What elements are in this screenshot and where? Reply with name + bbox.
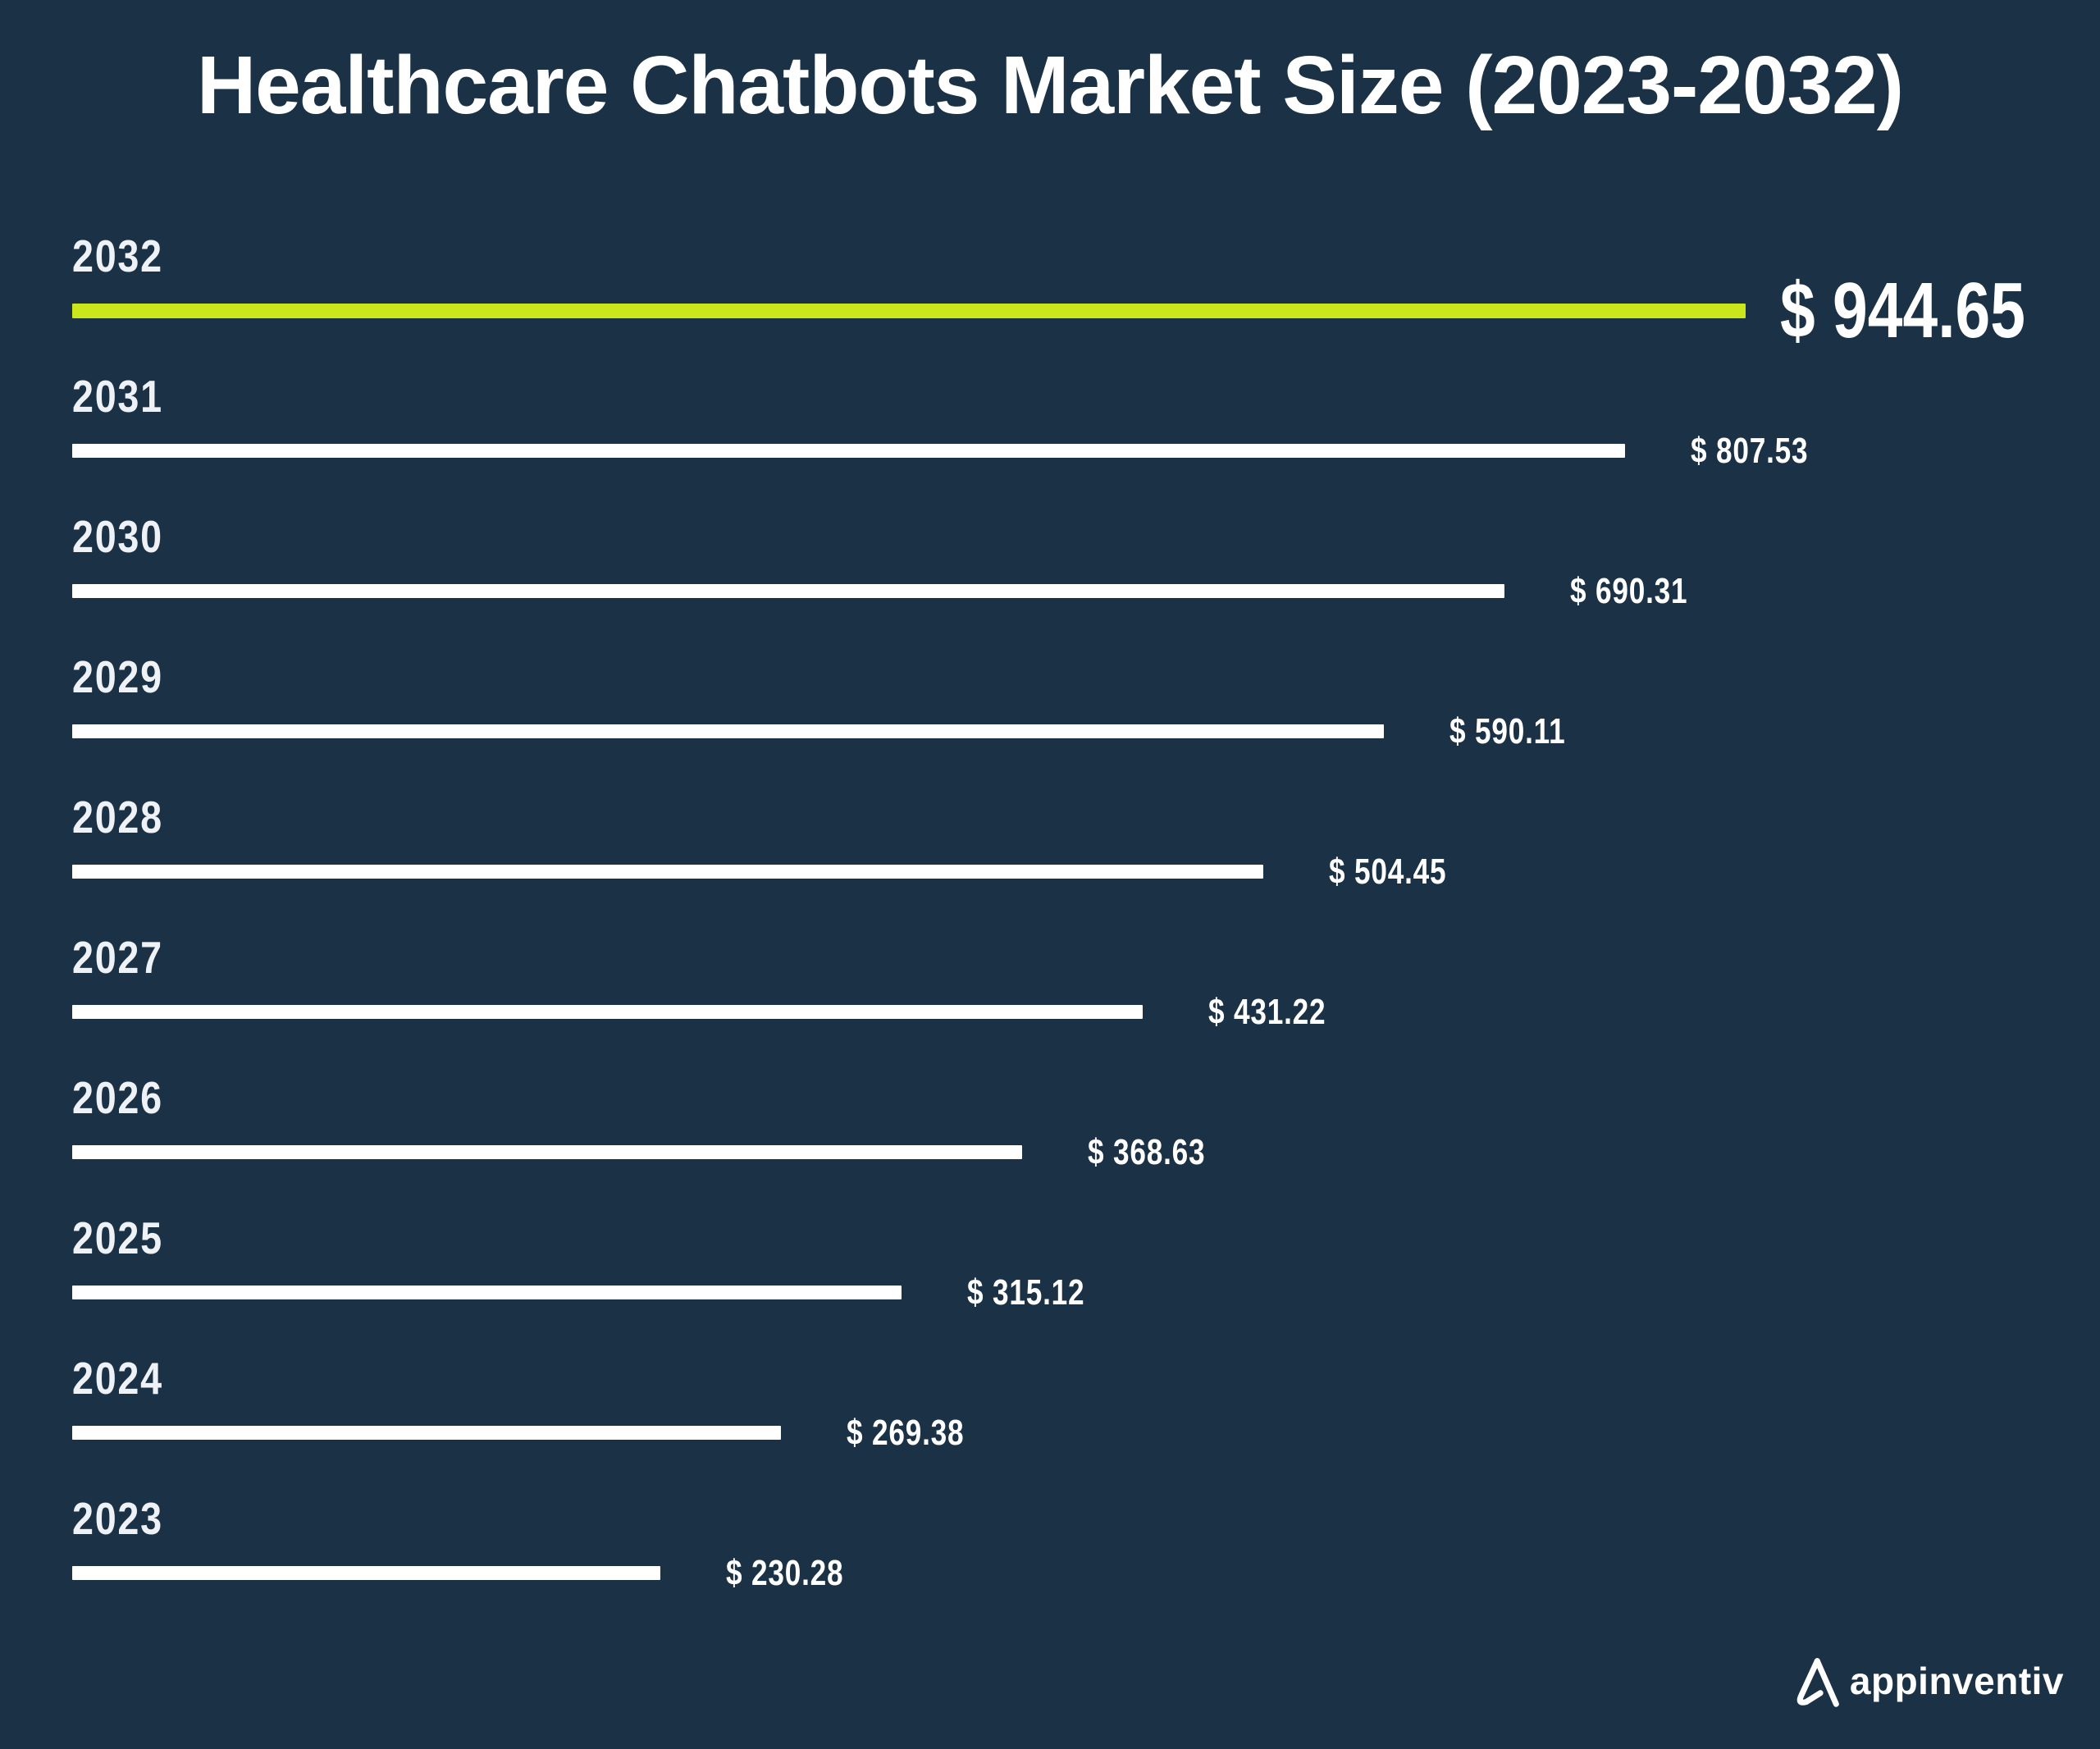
chart-row-2023: 2023 $ 230.28 — [72, 1496, 2100, 1636]
bar-2023 — [72, 1566, 660, 1580]
year-label-2029: 2029 — [72, 651, 163, 702]
bar-2024 — [72, 1426, 781, 1440]
year-label-2030: 2030 — [72, 511, 163, 562]
bar-2025 — [72, 1285, 902, 1299]
value-label-2024: $ 269.38 — [847, 1413, 965, 1453]
value-label-2025: $ 315.12 — [967, 1272, 1085, 1313]
bar-line-2031: $ 807.53 — [72, 431, 2100, 471]
bar-2027 — [72, 1005, 1143, 1019]
chart-row-2030: 2030 $ 690.31 — [72, 514, 2100, 654]
year-label-2028: 2028 — [72, 792, 163, 843]
chart-row-2025: 2025 $ 315.12 — [72, 1215, 2100, 1355]
bar-chart: 2032 $ 944.65 2031 $ 807.53 2030 $ 690.31 2029… — [72, 233, 2100, 1636]
bar-2032 — [72, 303, 1746, 318]
bar-line-2028: $ 504.45 — [72, 852, 2100, 892]
year-label-2023: 2023 — [72, 1493, 163, 1544]
chart-row-2024: 2024 $ 269.38 — [72, 1355, 2100, 1496]
bar-line-2027: $ 431.22 — [72, 992, 2100, 1032]
bar-line-2024: $ 269.38 — [72, 1413, 2100, 1453]
year-label-2032: 2032 — [72, 231, 163, 281]
bar-2026 — [72, 1145, 1022, 1159]
bar-line-2029: $ 590.11 — [72, 711, 2100, 751]
chart-row-2028: 2028 $ 504.45 — [72, 794, 2100, 934]
bar-line-2023: $ 230.28 — [72, 1553, 2100, 1593]
bar-line-2032: $ 944.65 — [72, 267, 2100, 354]
chart-row-2026: 2026 $ 368.63 — [72, 1075, 2100, 1215]
appinventiv-logo-text: appinventiv — [1849, 1660, 2064, 1702]
value-label-2030: $ 690.31 — [1570, 571, 1688, 611]
year-label-2031: 2031 — [72, 371, 163, 422]
bar-line-2025: $ 315.12 — [72, 1272, 2100, 1313]
chart-row-2032: 2032 $ 944.65 — [72, 233, 2100, 373]
bar-line-2030: $ 690.31 — [72, 571, 2100, 611]
chart-row-2029: 2029 $ 590.11 — [72, 654, 2100, 794]
year-label-2025: 2025 — [72, 1212, 163, 1263]
value-label-2031: $ 807.53 — [1691, 431, 1809, 471]
appinventiv-logo: appinventiv — [1790, 1654, 2064, 1708]
chart-title: Healthcare Chatbots Market Size (2023-20… — [196, 39, 1904, 131]
year-label-2024: 2024 — [72, 1353, 163, 1404]
bar-2031 — [72, 444, 1625, 458]
value-label-2028: $ 504.45 — [1329, 852, 1447, 892]
bar-line-2026: $ 368.63 — [72, 1132, 2100, 1172]
value-label-2026: $ 368.63 — [1088, 1132, 1206, 1172]
appinventiv-a-icon — [1790, 1654, 1842, 1708]
bar-2029 — [72, 724, 1384, 738]
bar-2030 — [72, 584, 1504, 598]
year-label-2027: 2027 — [72, 932, 163, 983]
bar-2028 — [72, 865, 1263, 879]
year-label-2026: 2026 — [72, 1072, 163, 1123]
value-label-2029: $ 590.11 — [1449, 711, 1566, 751]
chart-row-2031: 2031 $ 807.53 — [72, 373, 2100, 514]
chart-row-2027: 2027 $ 431.22 — [72, 934, 2100, 1075]
value-label-2023: $ 230.28 — [726, 1553, 844, 1593]
value-label-2032: $ 944.65 — [1780, 267, 2025, 354]
value-label-2027: $ 431.22 — [1208, 992, 1326, 1032]
